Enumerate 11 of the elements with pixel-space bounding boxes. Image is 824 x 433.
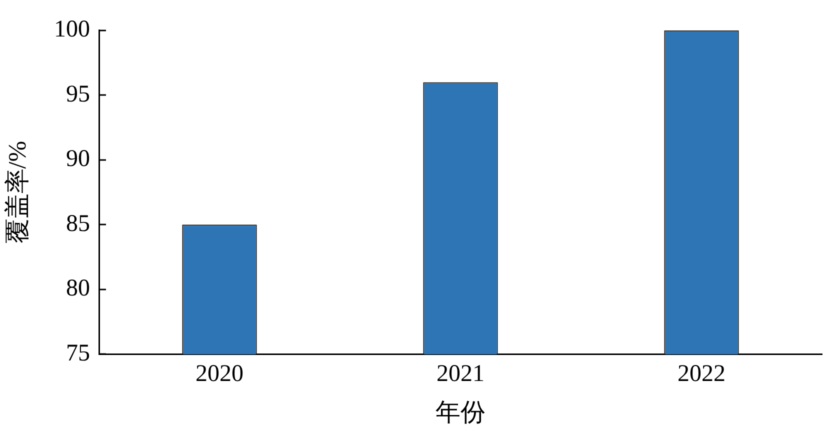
y-tick-label: 100	[54, 16, 90, 43]
y-tick-label: 90	[66, 146, 90, 172]
x-axis-title: 年份	[436, 400, 486, 427]
y-axis-title: 覆盖率/%	[4, 140, 32, 244]
y-tick-label: 75	[66, 340, 90, 366]
x-tick-label: 2021	[436, 360, 484, 387]
x-tick-label: 2022	[678, 360, 726, 387]
y-tick-label: 80	[66, 276, 90, 302]
y-tick-label: 85	[66, 210, 90, 237]
y-tick-label: 95	[66, 81, 90, 108]
x-tick-label: 2020	[196, 360, 244, 387]
